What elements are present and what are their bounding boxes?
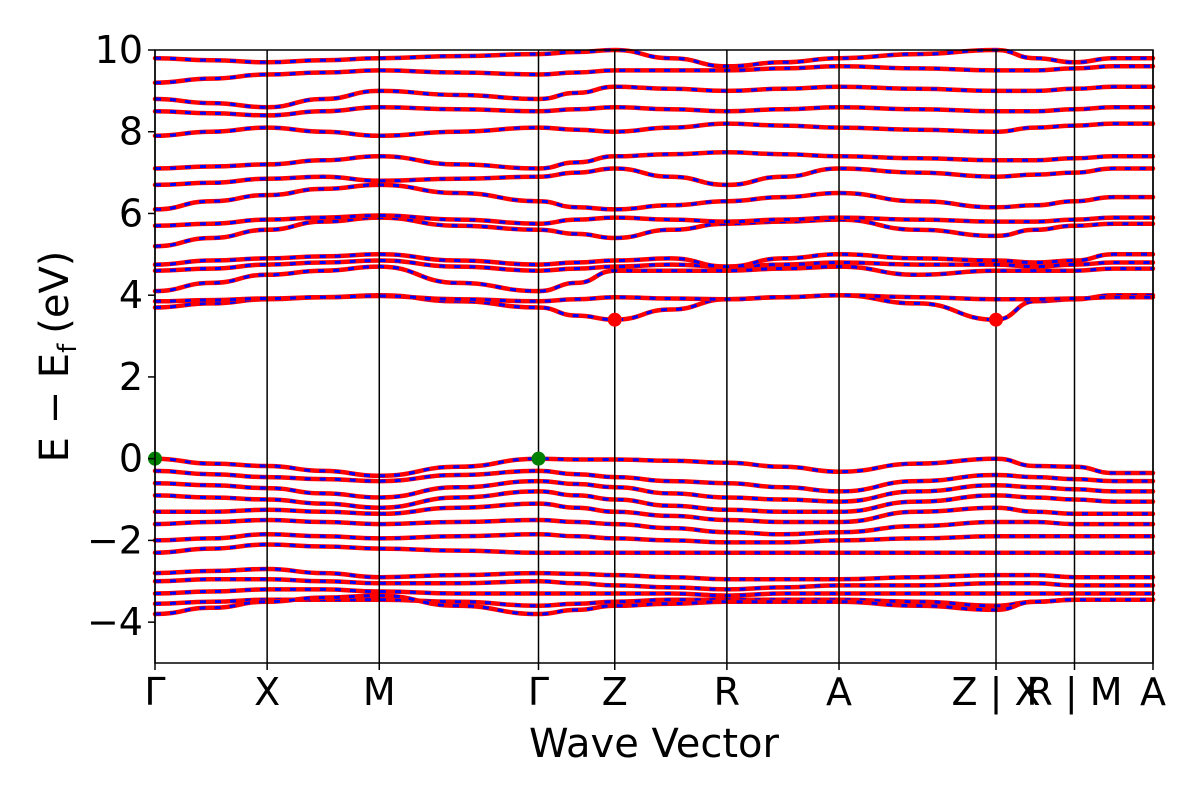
conduction-band-10-spin-down xyxy=(154,150,1153,171)
conduction-band-15-spin-up xyxy=(152,47,1156,69)
conduction-band-11-spin-down xyxy=(154,122,1153,138)
valence-band-2 xyxy=(152,468,1156,494)
conduction-band-7 xyxy=(152,213,1156,228)
conduction-band-13 xyxy=(152,84,1156,110)
conduction-band-10 xyxy=(152,149,1156,171)
valence-band-1 xyxy=(152,456,1156,479)
valence-band-10-spin-down xyxy=(154,577,1153,591)
conduction-band-3 xyxy=(152,264,1156,294)
valence-band-4-spin-up xyxy=(152,489,1156,515)
conduction-band-2 xyxy=(152,292,1156,304)
y-tick-label: −2 xyxy=(87,518,143,562)
valence-band-11-spin-down xyxy=(154,587,1153,598)
valence-band-7 xyxy=(152,532,1156,545)
y-axis-title: E − Ef (eV) xyxy=(32,251,83,463)
extrema-markers xyxy=(148,312,1004,466)
conduction-band-8 xyxy=(152,182,1156,212)
y-axis-title-unit: (eV) xyxy=(32,251,78,334)
y-tick-label: −4 xyxy=(87,600,143,644)
conduction-band-15 xyxy=(152,47,1156,69)
valence-band-5-spin-up xyxy=(152,501,1156,525)
conduction-band-13-spin-down xyxy=(154,85,1153,109)
y-tick-label: 4 xyxy=(119,273,143,317)
vbm-marker-2 xyxy=(531,451,546,466)
conduction-band-1-spin-down xyxy=(154,293,1153,322)
kpoint-label: X xyxy=(254,670,280,714)
valence-band-4 xyxy=(152,489,1156,515)
conduction-band-5-spin-up xyxy=(152,252,1156,269)
valence-band-13-spin-up xyxy=(152,593,1156,617)
valence-band-1-spin-up xyxy=(152,456,1156,479)
conduction-band-12-spin-down xyxy=(154,105,1153,117)
conduction-band-6 xyxy=(152,215,1156,249)
bands-layer xyxy=(152,47,1156,617)
valence-band-5 xyxy=(152,501,1156,525)
valence-band-11 xyxy=(152,587,1156,598)
plot-frame xyxy=(154,49,1154,664)
conduction-band-14-spin-up xyxy=(152,64,1156,85)
y-axis-ticks: −4 −2 0 2 4 6 8 10 xyxy=(87,28,155,644)
conduction-band-8-spin-down xyxy=(154,183,1153,211)
kpoint-label: Z xyxy=(602,670,628,714)
x-axis-ticks: Γ X M Γ Z R A Z | XR | M A xyxy=(144,663,1166,715)
y-tick-label: 8 xyxy=(119,110,143,154)
conduction-band-11 xyxy=(152,121,1156,139)
kpoint-label: R xyxy=(714,670,740,714)
y-axis-title-sub: f xyxy=(53,343,83,353)
kpoint-label: A xyxy=(1140,670,1166,714)
conduction-band-12 xyxy=(152,104,1156,118)
cbm-marker-2 xyxy=(989,312,1004,327)
conduction-band-6-spin-down xyxy=(154,216,1153,248)
y-tick-label: 10 xyxy=(95,28,143,72)
valence-band-8-spin-down xyxy=(154,542,1153,555)
x-axis-title: Wave Vector xyxy=(529,721,780,767)
cbm-marker-1 xyxy=(607,312,622,327)
valence-band-6 xyxy=(152,517,1156,537)
valence-band-8 xyxy=(152,542,1156,555)
y-tick-label: 6 xyxy=(119,191,143,235)
valence-band-2-spin-up xyxy=(152,468,1156,494)
conduction-band-14-spin-down xyxy=(154,64,1153,85)
conduction-band-2-spin-down xyxy=(154,293,1153,303)
valence-band-6-spin-down xyxy=(154,518,1153,536)
conduction-band-8-spin-up xyxy=(152,182,1156,212)
y-tick-label: 2 xyxy=(119,355,143,399)
kpoint-label: Γ xyxy=(528,670,549,714)
conduction-band-7-spin-down xyxy=(154,213,1153,228)
valence-band-3-spin-up xyxy=(152,478,1156,504)
valence-band-9-spin-down xyxy=(154,567,1153,581)
kpoint-label: Γ xyxy=(144,670,165,714)
conduction-band-9-spin-up xyxy=(152,166,1156,188)
kpoint-label: R | M xyxy=(1026,670,1122,715)
valence-band-13 xyxy=(152,593,1156,617)
valence-band-10 xyxy=(152,576,1156,592)
conduction-band-13-spin-up xyxy=(152,84,1156,110)
valence-band-3 xyxy=(152,478,1156,504)
kpoint-label: M xyxy=(363,670,396,714)
kpoint-label: A xyxy=(826,670,852,714)
y-axis-title-main: E − E xyxy=(32,353,78,463)
conduction-band-5 xyxy=(152,252,1156,269)
y-tick-label: 0 xyxy=(119,437,143,481)
valence-band-9 xyxy=(152,566,1156,582)
conduction-band-4 xyxy=(152,258,1156,273)
valence-band-7-spin-down xyxy=(154,532,1153,544)
kpoint-label: Z | X xyxy=(951,670,1040,715)
conduction-band-3-spin-down xyxy=(154,265,1153,293)
conduction-band-14 xyxy=(152,64,1156,85)
conduction-band-9 xyxy=(152,166,1156,188)
conduction-band-4-spin-down xyxy=(154,258,1153,273)
